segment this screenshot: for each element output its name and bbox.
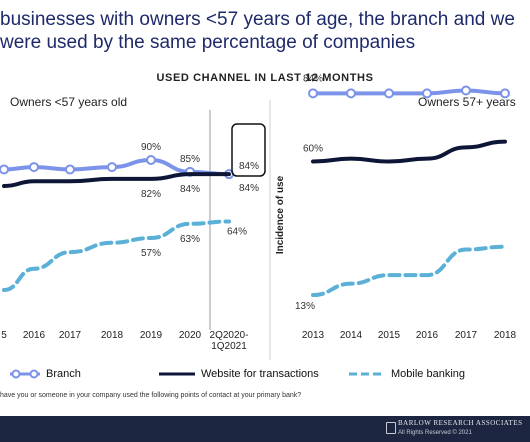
data-label: 85% — [180, 154, 200, 165]
copyright-text: All Rights Reserved © 2021 — [398, 430, 472, 436]
x-tick-label: 2016 — [23, 330, 46, 341]
data-label: 13% — [295, 301, 315, 312]
branch-data-point — [146, 155, 156, 165]
legend-label-website: Website for transactions — [201, 368, 319, 380]
branch-data-point — [384, 88, 394, 99]
data-label: 84% — [239, 183, 259, 194]
footer-band: BARLOW RESEARCH ASSOCIATES All Rights Re… — [0, 416, 530, 442]
x-tick-label: 2014 — [340, 330, 363, 341]
x-tick-label: 5 — [1, 330, 7, 341]
footnote: have you or someone in your company used… — [0, 392, 302, 399]
series-line-website-for-transactions — [2, 172, 231, 188]
data-label: 84% — [180, 184, 200, 195]
x-tick-label: 2017 — [455, 330, 478, 341]
legend-label-mobile: Mobile banking — [391, 368, 465, 380]
legend-swatch-branch — [10, 369, 40, 379]
latest-period-highlight-box — [231, 123, 266, 177]
company-logo-text: BARLOW RESEARCH ASSOCIATES — [398, 419, 523, 427]
data-label: 64% — [227, 226, 247, 237]
headline: businesses with owners <57 years of age,… — [0, 8, 530, 54]
company-logo-mark — [386, 422, 396, 434]
x-tick-label: 2020 — [179, 330, 202, 341]
data-label: 63% — [180, 234, 200, 245]
chart-legend: Branch Website for transactions Mobile b… — [0, 366, 530, 386]
x-tick-label: 2015 — [378, 330, 401, 341]
panel-title: Owners <57 years old — [10, 95, 127, 109]
branch-data-point — [0, 164, 9, 175]
series-line-website-for-transactions — [311, 139, 507, 164]
x-tick-label: 2018 — [494, 330, 517, 341]
legend-label-branch: Branch — [46, 368, 81, 380]
panel-title: Owners 57+ years — [418, 95, 516, 109]
branch-data-point — [107, 162, 117, 173]
data-label: 82% — [141, 189, 161, 200]
x-tick-label: 2016 — [416, 330, 439, 341]
branch-data-point — [422, 88, 432, 99]
data-label: 90% — [141, 142, 161, 153]
chart-title: USED CHANNEL IN LAST 12 MONTHS — [156, 72, 373, 84]
x-tick-label: 2017 — [59, 330, 82, 341]
branch-data-point — [29, 162, 39, 173]
data-label: 57% — [141, 248, 161, 259]
legend-item-branch: Branch — [8, 368, 81, 380]
headline-line-2: were used by the same percentage of comp… — [0, 32, 416, 53]
headline-line-1: businesses with owners <57 years of age,… — [0, 9, 515, 30]
line-chart: USED CHANNEL IN LAST 12 MONTHS Owners <57… — [0, 72, 517, 360]
data-label: 84% — [239, 161, 259, 172]
series-line-branch — [311, 88, 507, 96]
series-line-mobile-banking — [2, 219, 231, 292]
x-tick-label: 2019 — [140, 330, 163, 341]
legend-item-website: Website for transactions — [157, 368, 319, 380]
series-line-mobile-banking — [311, 244, 507, 297]
data-label: 84% — [303, 73, 323, 84]
branch-data-point — [461, 85, 471, 96]
y-axis-label: Incidence of use — [275, 175, 286, 254]
x-tick-label: 2018 — [101, 330, 124, 341]
panel-under-57: Owners <57 years old 5 2016 2017 2018 2019 202… — [0, 95, 266, 352]
legend-swatch-mobile — [349, 372, 385, 376]
legend-swatch-website — [159, 372, 195, 376]
branch-data-point — [308, 88, 318, 99]
data-label: 60% — [303, 144, 323, 155]
legend-item-mobile: Mobile banking — [347, 368, 465, 380]
panel-57-plus: Owners 57+ years 2013 2014 2015 2016 2017 2018… — [275, 73, 517, 341]
x-tick-label: 2Q2020-1Q2021 — [210, 330, 249, 352]
branch-data-point — [346, 88, 356, 99]
branch-data-point — [500, 88, 510, 99]
x-tick-label: 2013 — [302, 330, 325, 341]
branch-data-point — [65, 164, 75, 175]
